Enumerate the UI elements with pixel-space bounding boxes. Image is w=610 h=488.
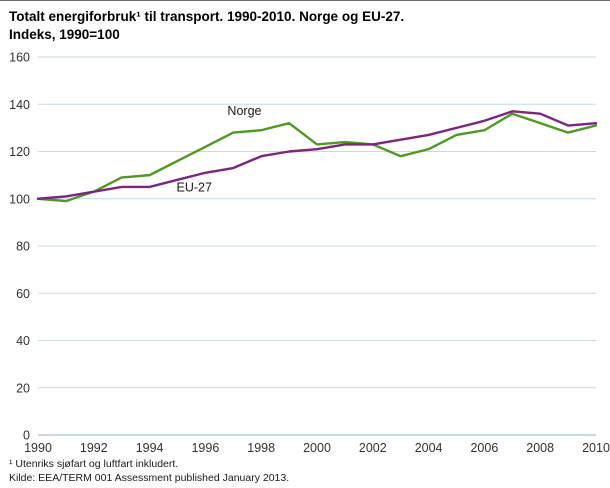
y-tick-label: 100 xyxy=(9,192,30,206)
x-tick-label: 2002 xyxy=(359,441,387,455)
y-tick-label: 0 xyxy=(23,428,30,442)
series-label-norge: Norge xyxy=(227,104,261,118)
y-tick-label: 20 xyxy=(16,381,30,395)
x-tick-label: 1996 xyxy=(191,441,219,455)
top-rule xyxy=(0,0,610,1)
series-line-norge xyxy=(36,112,598,202)
x-tick-label: 2010 xyxy=(582,441,610,455)
y-tick-label: 120 xyxy=(9,145,30,159)
x-tick-label: 1998 xyxy=(247,441,275,455)
series-label-eu-27: EU-27 xyxy=(177,180,212,194)
y-tick-label: 40 xyxy=(16,334,30,348)
chart-title: Totalt energiforbruk¹ til transport. 199… xyxy=(9,8,610,44)
chart-title-line1: Totalt energiforbruk¹ til transport. 199… xyxy=(9,9,405,24)
footnote-source: Kilde: EEA/TERM 001 Assessment published… xyxy=(9,471,290,484)
x-tick-label: 1994 xyxy=(136,441,164,455)
x-tick-label: 2000 xyxy=(303,441,331,455)
x-tick-label: 1992 xyxy=(80,441,108,455)
y-tick-label: 160 xyxy=(9,50,30,64)
x-tick-label: 2008 xyxy=(526,441,554,455)
footnote-definition: ¹ Utenriks sjøfart og luftfart inkludert… xyxy=(9,457,179,470)
chart-title-line2: Indeks, 1990=100 xyxy=(9,26,120,42)
x-tick-label: 2004 xyxy=(415,441,443,455)
x-tick-label: 2006 xyxy=(470,441,498,455)
line-chart: 0 20 40 60 80 100 120 140 160 1990 1992 1994 1996 199… xyxy=(9,50,610,455)
y-tick-label: 140 xyxy=(9,97,30,111)
series-line-eu-27 xyxy=(36,109,598,200)
y-tick-label: 60 xyxy=(16,286,30,300)
x-tick-label: 1990 xyxy=(24,441,52,455)
chart-footnotes: ¹ Utenriks sjøfart og luftfart inkludert… xyxy=(9,457,610,485)
y-tick-label: 80 xyxy=(16,239,30,253)
